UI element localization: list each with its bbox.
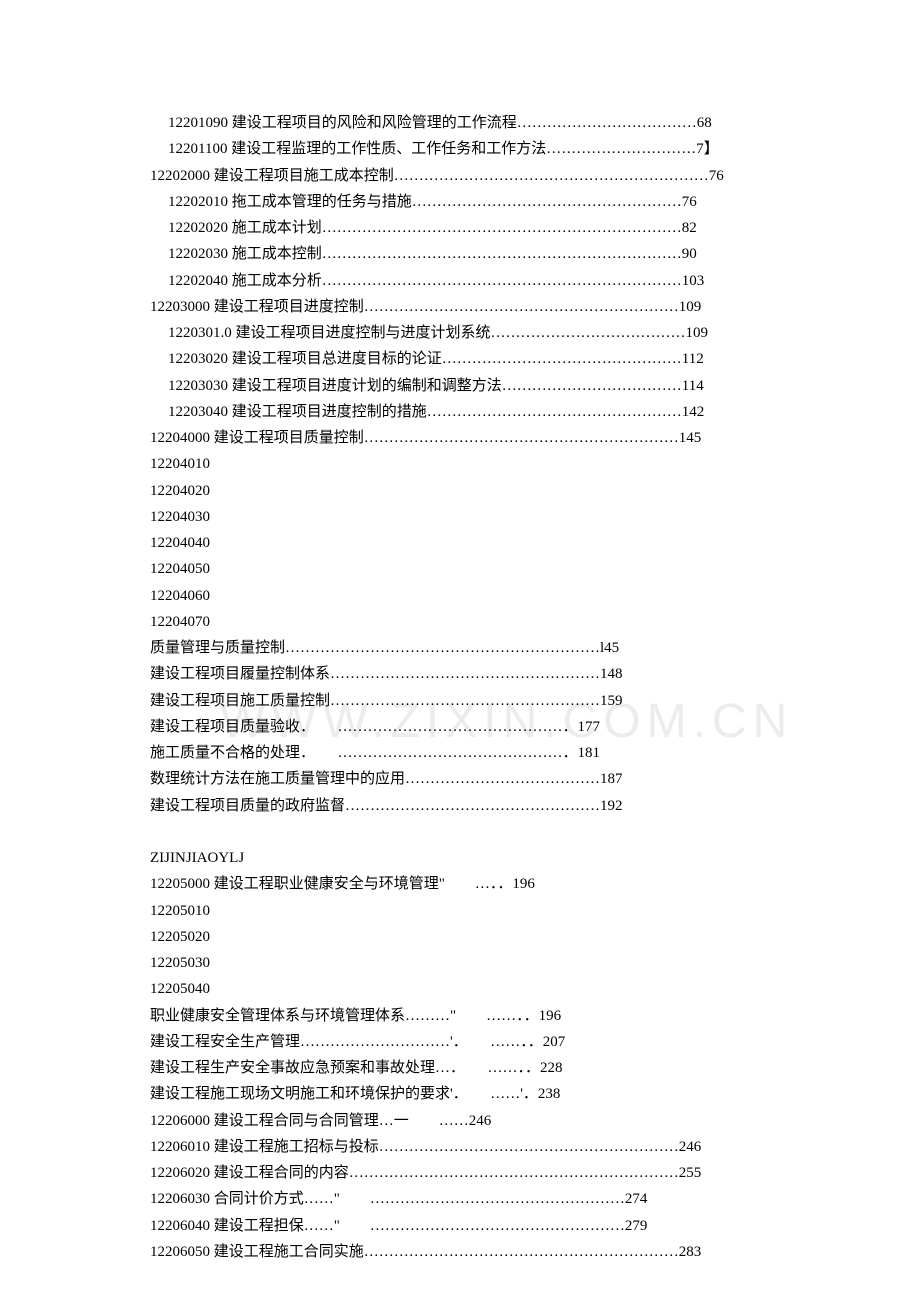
toc-line: 12203000 建设工程项目进度控制…………………………………………………………: [150, 294, 790, 320]
toc-line: 建设工程项目质量验收． ………………………………………．177: [150, 714, 790, 740]
toc-line: 12206000 建设工程合同与合同管理…一 ……246: [150, 1108, 790, 1134]
toc-line: 12206020 建设工程合同的内容……………………………………………………………: [150, 1160, 790, 1186]
toc-line: 12203030 建设工程项目进度计划的编制和调整方法………………………………1…: [150, 373, 790, 399]
toc-line: 12205040: [150, 976, 790, 1002]
toc-line: 职业健康安全管理体系与环境管理体系………" ……．．196: [150, 1003, 790, 1029]
toc-line: 施工质量不合格的处理． ………………………………………．181: [150, 740, 790, 766]
toc-line: 建设工程项目质量的政府监督……………………………………………192: [150, 793, 790, 819]
toc-line: 建设工程安全生产管理…………………………'． ……．．207: [150, 1029, 790, 1055]
toc-line: 12204060: [150, 583, 790, 609]
toc-line: 12206030 合同计价方式……" ……………………………………………274: [150, 1186, 790, 1212]
toc-line: 12202040 施工成本分析………………………………………………………………1…: [150, 268, 790, 294]
toc-line: 建设工程施工现场文明施工和环境保护的要求'． ……'．238: [150, 1081, 790, 1107]
toc-line: 12204040: [150, 530, 790, 556]
toc-line: 12202020 施工成本计划………………………………………………………………8…: [150, 215, 790, 241]
toc-line: 建设工程项目施工质量控制………………………………………………159: [150, 688, 790, 714]
toc-line: 12202030 施工成本控制………………………………………………………………9…: [150, 241, 790, 267]
toc-line: 12202010 拖工成本管理的任务与措施………………………………………………7…: [150, 189, 790, 215]
toc-line: 12204000 建设工程项目质量控制…………………………………………………………: [150, 425, 790, 451]
toc-line: 12204050: [150, 556, 790, 582]
blank-line: [150, 819, 790, 845]
toc-line: 建设工程项目履量控制体系………………………………………………148: [150, 661, 790, 687]
toc-line: 12201100 建设工程监理的工作性质、工作任务和工作方法……………………………: [150, 136, 790, 162]
toc-line: 质量管理与质量控制………………………………………………………l45: [150, 635, 790, 661]
toc-line: 12205020: [150, 924, 790, 950]
toc-line: 12203020 建设工程项目总进度目标的论证…………………………………………1…: [150, 346, 790, 372]
toc-line: 12202000 建设工程项目施工成本控制……………………………………………………: [150, 163, 790, 189]
toc-line: 12205000 建设工程职业健康安全与环境管理" …．．196: [150, 871, 790, 897]
toc-line: 1220301.0 建设工程项目进度控制与进度计划系统……………………………………: [150, 320, 790, 346]
toc-line: 数理统计方法在施工质量管理中的应用…………………………………187: [150, 766, 790, 792]
toc-line: 12206040 建设工程担保……" ……………………………………………279: [150, 1213, 790, 1239]
toc-line: ZIJINJIAOYLJ: [150, 845, 790, 871]
toc-line: 12206050 建设工程施工合同实施…………………………………………………………: [150, 1239, 790, 1265]
toc-line: 12203040 建设工程项目进度控制的措施……………………………………………1…: [150, 399, 790, 425]
toc-line: 12205010: [150, 898, 790, 924]
toc-line: 12206010 建设工程施工招标与投标………………………………………………………: [150, 1134, 790, 1160]
toc-line: 12204070: [150, 609, 790, 635]
toc-line: 12201090 建设工程项目的风险和风险管理的工作流程…………………………………: [150, 110, 790, 136]
toc-content: 12201090 建设工程项目的风险和风险管理的工作流程…………………………………: [150, 110, 790, 1265]
toc-line: 建设工程生产安全事故应急预案和事故处理…． ……．．228: [150, 1055, 790, 1081]
toc-line: 12204010: [150, 451, 790, 477]
toc-line: 12204030: [150, 504, 790, 530]
toc-line: 12204020: [150, 478, 790, 504]
toc-line: 12205030: [150, 950, 790, 976]
